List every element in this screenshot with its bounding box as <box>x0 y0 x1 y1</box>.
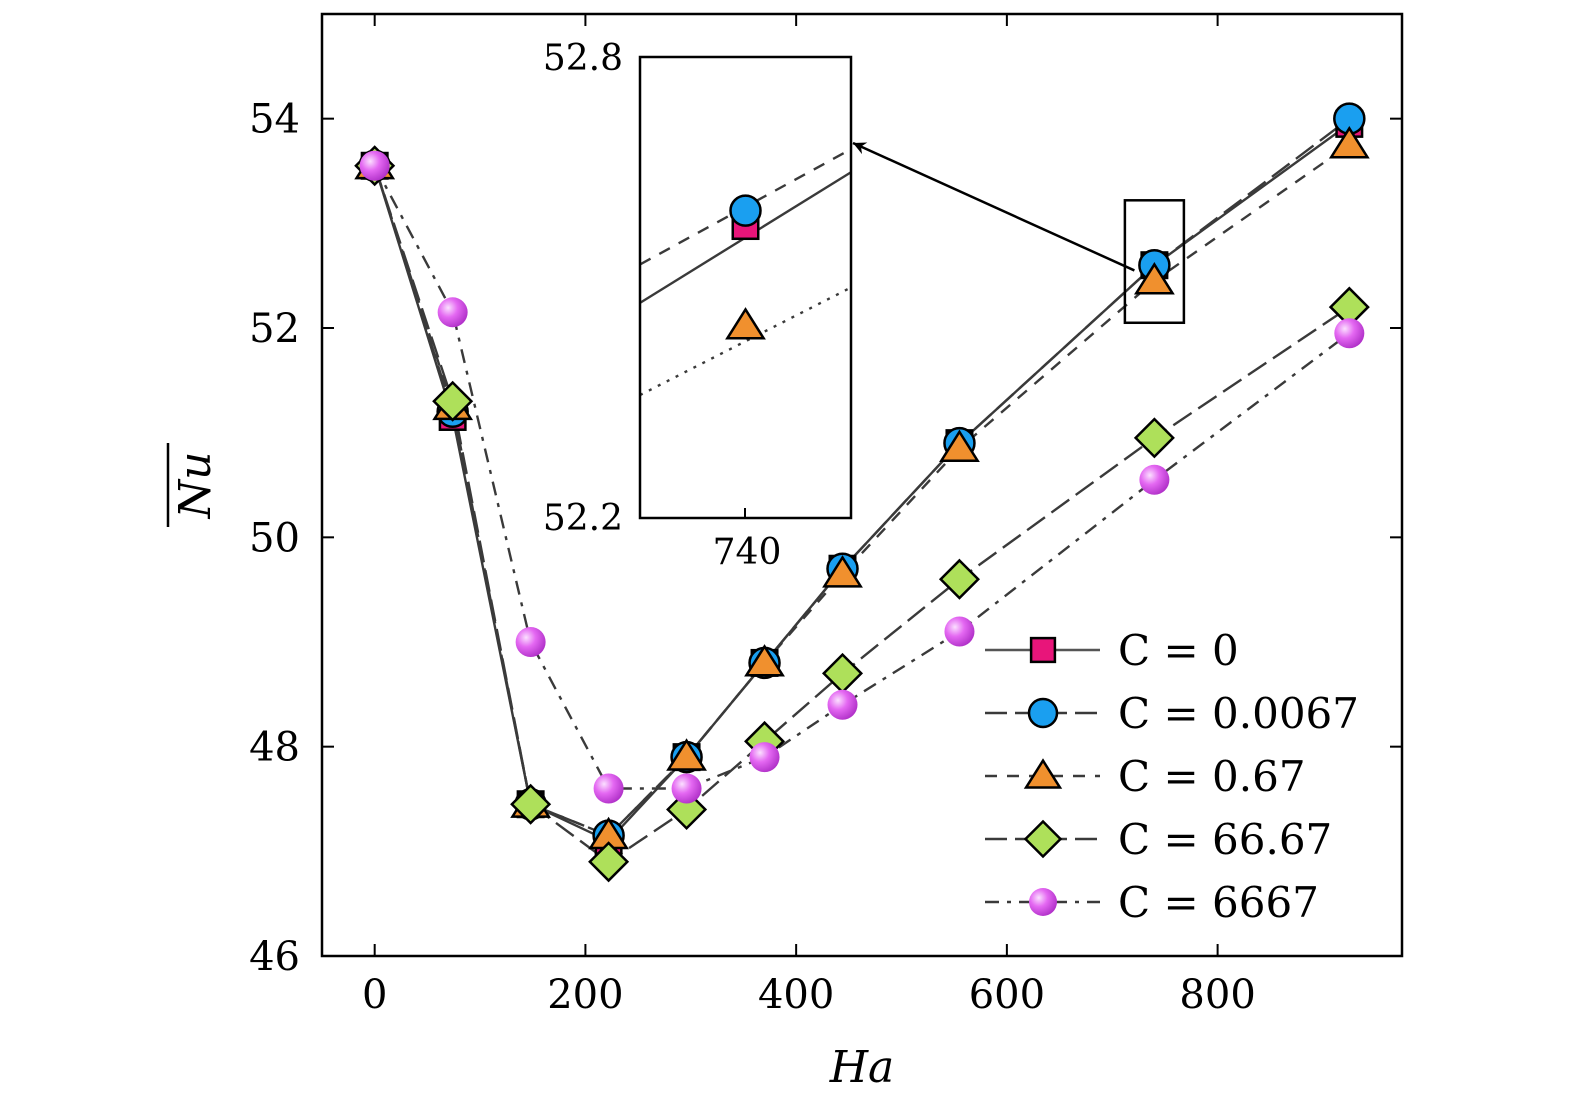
y-tick-label: 50 <box>249 515 300 561</box>
inset-y-bottom-label: 52.2 <box>543 498 623 539</box>
legend-item: C = 0.0067 <box>985 689 1359 738</box>
y-axis: 46 48 50 52 54 <box>249 97 1402 980</box>
inset-background <box>640 57 851 518</box>
x-tick-label: 400 <box>758 972 834 1018</box>
data-point-s3-8 <box>1133 417 1175 459</box>
data-point-s3-3 <box>588 841 630 883</box>
legend-item: C = 0.67 <box>985 752 1306 801</box>
x-tick-label: 0 <box>362 972 387 1018</box>
x-axis-label: Ha <box>829 1042 895 1093</box>
legend-label: C = 0 <box>1118 626 1239 675</box>
legend-label: C = 0.0067 <box>1118 689 1359 738</box>
x-axis: 0 200 400 600 800 <box>362 14 1256 1018</box>
inset-x-tick-label: 740 <box>713 532 782 573</box>
data-point-s4-2 <box>515 627 546 657</box>
legend-marker <box>1023 819 1063 859</box>
zoom-highlight-box <box>1123 199 1186 325</box>
legend: C = 0 C = 0.0067 C = 0.67 C = 66.67 C = 6667 <box>985 626 1359 927</box>
series-lines <box>373 117 1351 864</box>
data-point-s4-1 <box>437 297 468 328</box>
series-markers <box>354 102 1370 883</box>
data-point-s2-5 <box>744 644 785 677</box>
y-tick-label: 48 <box>249 725 300 771</box>
legend-label: C = 66.67 <box>1118 815 1332 864</box>
series-line-3 <box>373 165 1350 864</box>
data-point-s2-7 <box>939 429 980 462</box>
data-point-s3-7 <box>938 558 980 600</box>
x-tick-label: 800 <box>1179 972 1255 1018</box>
legend-marker <box>1023 758 1063 789</box>
data-point-s4-4 <box>671 773 702 804</box>
legend-marker <box>1029 888 1057 916</box>
data-point-s4-7 <box>944 616 975 647</box>
legend-item: C = 0 <box>985 626 1239 675</box>
data-point-s2-8 <box>1133 262 1175 295</box>
plot-frame <box>320 12 1404 958</box>
legend-item: C = 66.67 <box>985 815 1332 864</box>
legend-item: C = 6667 <box>985 878 1319 927</box>
data-point-s2-9 <box>1328 125 1370 159</box>
legend-marker <box>1027 697 1059 729</box>
data-point-s4-3 <box>593 773 624 804</box>
y-axis-label: Nu <box>170 452 221 520</box>
x-tick-label: 600 <box>969 972 1045 1018</box>
y-tick-label: 46 <box>249 934 300 980</box>
y-tick-label: 52 <box>249 306 300 352</box>
inset-y-top-label: 52.8 <box>543 38 623 79</box>
data-point-s2-6 <box>822 555 863 588</box>
data-point-s4-5 <box>749 742 780 773</box>
inset-point-1 <box>729 194 762 227</box>
y-axis-label-group: Nu <box>166 443 221 527</box>
data-point-s3-1 <box>432 380 474 422</box>
data-point-s3-2 <box>510 783 552 825</box>
data-point-s2-4 <box>666 738 707 771</box>
y-tick-label: 54 <box>249 97 300 143</box>
series-line-4 <box>373 165 1351 790</box>
legend-label: C = 6667 <box>1118 878 1319 927</box>
data-point-s4-9 <box>1334 318 1365 349</box>
legend-label: C = 0.67 <box>1118 752 1306 801</box>
inset-point-2 <box>725 307 766 340</box>
inset-zoom: 740 52.8 52.2 <box>543 38 853 573</box>
series-line-2 <box>373 143 1350 838</box>
x-tick-label: 200 <box>547 972 623 1018</box>
data-point-s3-6 <box>821 652 864 694</box>
legend-marker <box>1029 636 1057 664</box>
data-point-s4-6 <box>827 689 858 720</box>
data-point-s4-0 <box>359 150 390 181</box>
data-point-s4-8 <box>1139 464 1170 495</box>
zoom-arrow <box>852 141 1135 272</box>
